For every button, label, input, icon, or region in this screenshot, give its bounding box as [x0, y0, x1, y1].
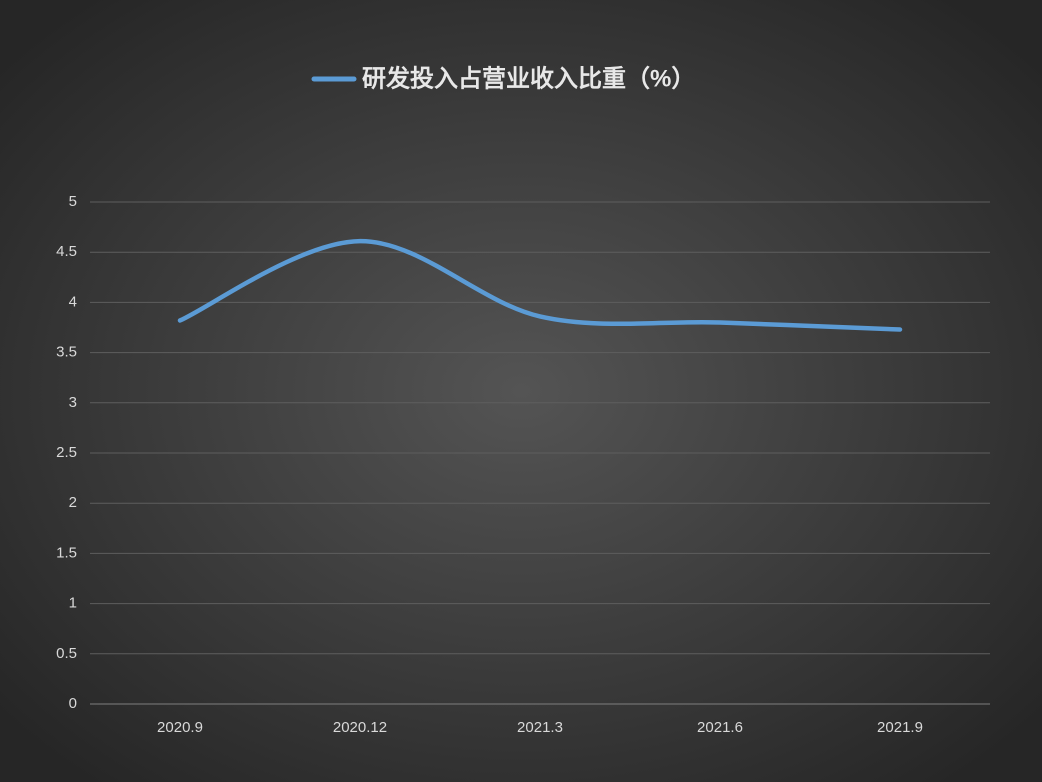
x-tick-label: 2021.9 — [877, 719, 923, 736]
y-tick-label: 0.5 — [56, 645, 77, 662]
x-tick-label: 2020.12 — [333, 719, 387, 736]
y-tick-label: 3 — [69, 394, 77, 411]
y-tick-label: 3.5 — [56, 344, 77, 361]
y-tick-label: 1 — [69, 595, 77, 612]
x-tick-label: 2020.9 — [157, 719, 203, 736]
legend-text: 研发投入占营业收入比重（%） — [362, 64, 695, 92]
y-tick-label: 2.5 — [56, 444, 77, 461]
y-tick-label: 0 — [69, 695, 77, 712]
y-tick-label: 2 — [69, 494, 77, 511]
x-tick-label: 2021.6 — [697, 719, 743, 736]
y-tick-label: 1.5 — [56, 544, 77, 561]
x-tick-label: 2021.3 — [517, 719, 563, 736]
y-tick-label: 4.5 — [56, 243, 77, 260]
data-line — [177, 238, 903, 332]
y-tick-label: 5 — [69, 193, 77, 210]
y-tick-label: 4 — [69, 293, 77, 310]
